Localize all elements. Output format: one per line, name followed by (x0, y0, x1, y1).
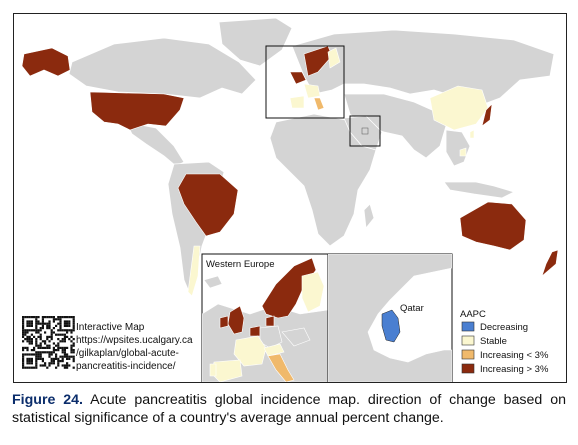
data-countries (21, 45, 559, 297)
country-finland-small (327, 47, 341, 69)
world-map: Interactive Map https://wpsites.ucalgary… (13, 13, 567, 383)
qatar-marker (361, 127, 369, 135)
inset-qatar: Qatar (327, 253, 453, 382)
map-svg: Interactive Map https://wpsites.ucalgary… (20, 17, 559, 382)
inset-western-europe: Western Europe (201, 253, 329, 382)
inset-qatar-label: Qatar (400, 303, 424, 314)
legend-swatch-increasing-low (461, 349, 475, 360)
legend-label-stable: Stable (480, 336, 507, 347)
country-usa (89, 91, 185, 131)
country-taiwan (469, 129, 475, 139)
zoom-box-qatar (349, 115, 381, 147)
country-china (429, 85, 489, 131)
country-spain-small (289, 95, 305, 109)
caption-text: Acute pancreatitis global incidence map.… (12, 392, 566, 426)
legend-swatch-decreasing (461, 321, 475, 332)
country-chile (187, 245, 201, 297)
world-landmass (68, 17, 555, 296)
country-new-zealand (541, 249, 559, 277)
legend-swatch-stable (461, 335, 475, 346)
legend: AAPC Decreasing Stable Increasing < 3% I… (460, 309, 549, 375)
country-scandinavia-small (303, 45, 333, 77)
zoom-box-europe (265, 45, 345, 119)
figure-caption: Figure 24. Acute pancreatitis global inc… (12, 391, 566, 427)
legend-label-decreasing: Decreasing (480, 322, 528, 333)
inset-we-title: Western Europe (206, 259, 274, 270)
country-france-small (303, 83, 321, 99)
qr-code (20, 314, 76, 374)
qr-line-4: pancreatitis-incidence/ (76, 361, 176, 372)
qr-line-3: /gilkaplan/global-acute- (76, 348, 179, 359)
country-uk-small (289, 71, 307, 85)
qr-line-2: https://wpsites.ucalgary.ca (76, 335, 193, 346)
legend-label-increasing-low: Increasing < 3% (480, 350, 549, 361)
legend-swatch-increasing-high (461, 363, 475, 374)
legend-label-increasing-high: Increasing > 3% (480, 364, 549, 375)
country-hong-kong (459, 147, 467, 157)
country-qatar (381, 309, 401, 343)
qr-line-1: Interactive Map (76, 322, 145, 333)
legend-title: AAPC (460, 309, 486, 320)
country-brazil (177, 173, 239, 237)
figure-label: Figure 24. (12, 392, 83, 408)
country-italy-small (313, 97, 325, 111)
country-japan (481, 103, 493, 127)
country-australia (459, 201, 527, 251)
country-alaska (21, 47, 71, 77)
